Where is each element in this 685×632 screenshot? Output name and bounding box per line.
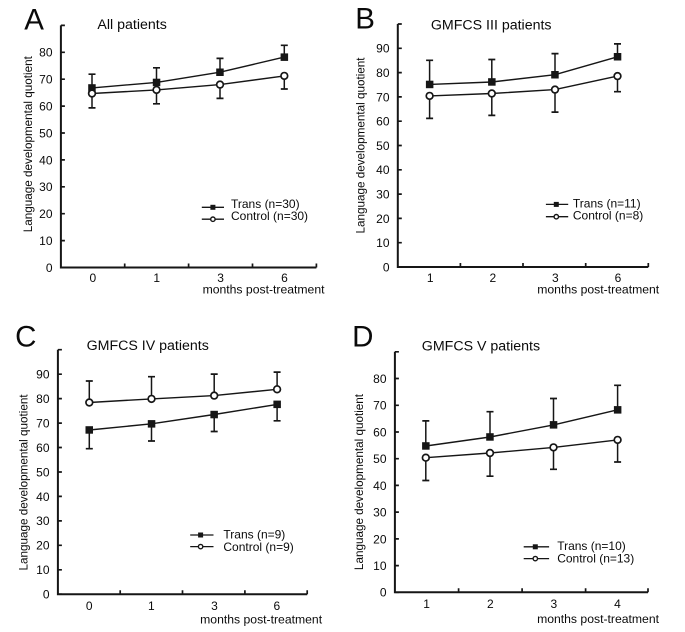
svg-text:90: 90 xyxy=(36,368,50,382)
svg-text:20: 20 xyxy=(36,539,50,553)
svg-text:0: 0 xyxy=(86,599,93,613)
svg-text:GMFCS IV patients: GMFCS IV patients xyxy=(87,338,209,354)
svg-text:Language developmental quotien: Language developmental quotient xyxy=(353,393,366,570)
svg-text:0: 0 xyxy=(46,261,53,275)
svg-text:C: C xyxy=(15,321,36,354)
svg-text:Language developmental quotien: Language developmental quotient xyxy=(22,55,35,232)
svg-text:A: A xyxy=(24,3,44,36)
svg-text:B: B xyxy=(355,2,375,35)
svg-text:Trans (n=30): Trans (n=30) xyxy=(231,197,300,211)
svg-text:10: 10 xyxy=(39,234,53,248)
svg-text:4: 4 xyxy=(614,597,621,611)
svg-text:80: 80 xyxy=(373,372,387,386)
svg-text:0: 0 xyxy=(43,588,50,602)
svg-text:50: 50 xyxy=(39,126,53,140)
svg-text:months post-treatment: months post-treatment xyxy=(200,612,323,626)
svg-text:months post-treatment: months post-treatment xyxy=(537,283,660,297)
svg-text:Trans (n=9): Trans (n=9) xyxy=(223,527,285,541)
svg-text:80: 80 xyxy=(376,66,390,80)
svg-text:6: 6 xyxy=(615,271,622,285)
svg-text:0: 0 xyxy=(89,271,96,285)
svg-text:20: 20 xyxy=(39,207,53,221)
svg-text:D: D xyxy=(352,321,373,354)
svg-text:1: 1 xyxy=(148,599,155,613)
svg-text:6: 6 xyxy=(281,271,288,285)
svg-text:70: 70 xyxy=(39,73,53,87)
svg-text:GMFCS III patients: GMFCS III patients xyxy=(431,17,552,33)
svg-text:2: 2 xyxy=(489,271,496,285)
svg-text:20: 20 xyxy=(373,532,387,546)
svg-text:Trans (n=10): Trans (n=10) xyxy=(557,539,626,553)
svg-text:3: 3 xyxy=(217,271,224,285)
svg-text:40: 40 xyxy=(36,490,50,504)
svg-text:80: 80 xyxy=(36,392,50,406)
svg-text:50: 50 xyxy=(376,139,390,153)
svg-text:90: 90 xyxy=(376,42,390,56)
svg-text:70: 70 xyxy=(373,399,387,413)
svg-text:0: 0 xyxy=(383,260,390,274)
svg-text:Trans (n=11): Trans (n=11) xyxy=(573,196,641,210)
svg-text:60: 60 xyxy=(36,441,50,455)
svg-text:50: 50 xyxy=(373,452,387,466)
svg-text:10: 10 xyxy=(376,236,390,250)
svg-text:60: 60 xyxy=(376,115,390,129)
svg-text:60: 60 xyxy=(39,100,53,114)
svg-text:60: 60 xyxy=(373,425,387,439)
svg-text:months post-treatment: months post-treatment xyxy=(537,612,660,626)
svg-text:6: 6 xyxy=(273,599,280,613)
svg-text:70: 70 xyxy=(376,90,390,104)
svg-text:70: 70 xyxy=(36,417,50,431)
svg-text:30: 30 xyxy=(373,506,387,520)
svg-text:Control (n=30): Control (n=30) xyxy=(231,209,308,223)
svg-text:months post-treatment: months post-treatment xyxy=(203,283,326,297)
svg-text:Language developmental quotien: Language developmental quotient xyxy=(17,394,30,571)
svg-text:3: 3 xyxy=(552,271,559,285)
svg-text:3: 3 xyxy=(211,599,218,613)
svg-text:Control (n=8): Control (n=8) xyxy=(573,209,643,223)
svg-text:1: 1 xyxy=(423,597,430,611)
svg-text:GMFCS V patients: GMFCS V patients xyxy=(422,338,540,354)
svg-text:80: 80 xyxy=(39,46,53,60)
svg-text:Language developmental quotien: Language developmental quotient xyxy=(355,57,368,234)
svg-text:30: 30 xyxy=(39,180,53,194)
svg-text:3: 3 xyxy=(551,597,558,611)
svg-text:40: 40 xyxy=(39,153,53,167)
svg-text:1: 1 xyxy=(427,271,434,285)
svg-text:2: 2 xyxy=(487,597,494,611)
svg-text:All patients: All patients xyxy=(97,17,166,33)
svg-text:1: 1 xyxy=(153,271,160,285)
svg-text:50: 50 xyxy=(36,465,50,479)
svg-text:40: 40 xyxy=(376,163,390,177)
svg-text:0: 0 xyxy=(380,586,387,600)
svg-text:Control (n=9): Control (n=9) xyxy=(223,540,293,554)
svg-text:10: 10 xyxy=(373,559,387,573)
svg-text:30: 30 xyxy=(36,514,50,528)
svg-text:40: 40 xyxy=(373,479,387,493)
svg-text:Control (n=13): Control (n=13) xyxy=(557,552,634,566)
svg-text:30: 30 xyxy=(376,188,390,202)
svg-text:10: 10 xyxy=(36,563,50,577)
svg-text:20: 20 xyxy=(376,212,390,226)
